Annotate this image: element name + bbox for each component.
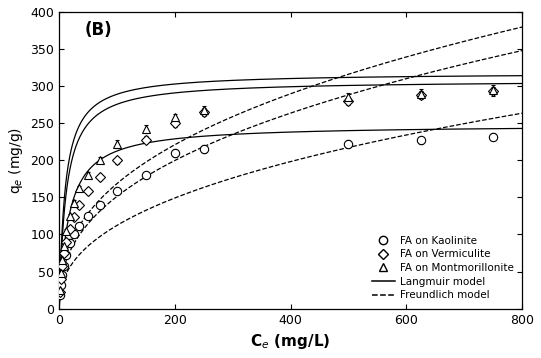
Legend: FA on Kaolinite, FA on Vermiculite, FA on Montmorillonite, Langmuir model, Freun: FA on Kaolinite, FA on Vermiculite, FA o… bbox=[368, 233, 517, 304]
Text: (B): (B) bbox=[85, 21, 113, 39]
X-axis label: C$_e$ (mg/L): C$_e$ (mg/L) bbox=[250, 332, 331, 351]
Y-axis label: q$_e$ (mg/g): q$_e$ (mg/g) bbox=[7, 127, 25, 194]
